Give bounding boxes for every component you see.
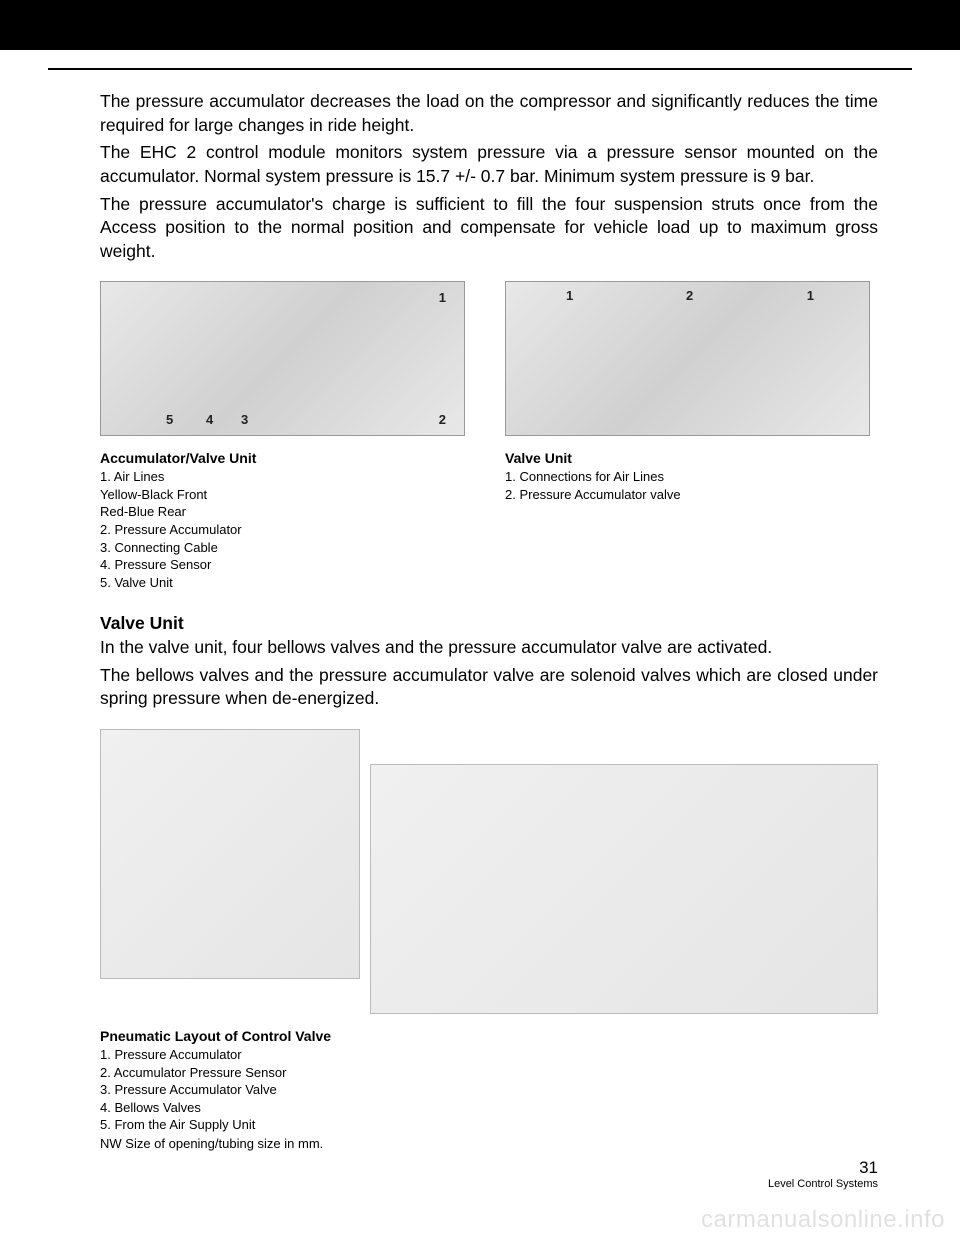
accumulator-photo: 1 2 3 4 5 <box>100 281 465 436</box>
page-number: 31 <box>768 1158 878 1178</box>
valve-unit-section-title: Valve Unit <box>100 613 878 634</box>
watermark: carmanualsonline.info <box>701 1206 945 1234</box>
fig3-item-4: 4. Bellows Valves <box>100 1099 878 1117</box>
intro-paragraph-2: The EHC 2 control module monitors system… <box>100 141 878 188</box>
fig3-caption-list: 1. Pressure Accumulator 2. Accumulator P… <box>100 1046 878 1134</box>
fig1-item-2: 2. Pressure Accumulator <box>100 521 465 539</box>
fig2-item-1: 1. Connections for Air Lines <box>505 468 878 486</box>
fig2-caption-list: 1. Connections for Air Lines 2. Pressure… <box>505 468 878 503</box>
valve-unit-paragraph-1: In the valve unit, four bellows valves a… <box>100 636 878 660</box>
fig3-caption: Pneumatic Layout of Control Valve 1. Pre… <box>100 1028 878 1151</box>
figure-1-column: 1 2 3 4 5 Accumulator/Valve Unit 1. Air … <box>100 281 465 591</box>
fig3-item-3: 3. Pressure Accumulator Valve <box>100 1081 878 1099</box>
fig2-callout-2: 2 <box>686 288 693 303</box>
system-schematic-diagram <box>370 764 878 1014</box>
fig2-item-2: 2. Pressure Accumulator valve <box>505 486 878 504</box>
fig3-caption-title: Pneumatic Layout of Control Valve <box>100 1028 878 1044</box>
valve-unit-diagram: 1 2 1 <box>505 281 870 436</box>
fig3-item-2: 2. Accumulator Pressure Sensor <box>100 1064 878 1082</box>
fig1-caption-title: Accumulator/Valve Unit <box>100 450 465 466</box>
fig3-item-5: 5. From the Air Supply Unit <box>100 1116 878 1134</box>
fig1-item-1a: Yellow-Black Front <box>100 486 465 504</box>
page-footer: 31 Level Control Systems <box>768 1158 878 1190</box>
fig1-callout-4: 4 <box>206 412 213 427</box>
intro-paragraph-3: The pressure accumulator's charge is suf… <box>100 193 878 264</box>
fig1-callout-5: 5 <box>166 412 173 427</box>
fig1-item-4: 4. Pressure Sensor <box>100 556 465 574</box>
fig1-caption-list: 1. Air Lines Yellow-Black Front Red-Blue… <box>100 468 465 591</box>
page-content: The pressure accumulator decreases the l… <box>0 70 960 1151</box>
valve-unit-paragraph-2: The bellows valves and the pressure accu… <box>100 664 878 711</box>
pneumatic-layout-diagram <box>100 729 360 979</box>
fig1-item-5: 5. Valve Unit <box>100 574 465 592</box>
page-label: Level Control Systems <box>768 1178 878 1190</box>
figure-row-1: 1 2 3 4 5 Accumulator/Valve Unit 1. Air … <box>100 281 878 591</box>
fig3-item-1: 1. Pressure Accumulator <box>100 1046 878 1064</box>
intro-paragraph-1: The pressure accumulator decreases the l… <box>100 90 878 137</box>
fig1-item-1: 1. Air Lines <box>100 468 465 486</box>
fig1-callout-2: 2 <box>439 412 446 427</box>
figure-row-2 <box>100 729 878 1014</box>
figure-2-column: 1 2 1 Valve Unit 1. Connections for Air … <box>505 281 878 591</box>
fig1-callout-1: 1 <box>439 290 446 305</box>
fig2-callout-1: 1 <box>566 288 573 303</box>
header-black-bar <box>0 0 960 50</box>
fig2-caption-title: Valve Unit <box>505 450 878 466</box>
fig2-callout-3: 1 <box>807 288 814 303</box>
fig1-callout-3: 3 <box>241 412 248 427</box>
fig3-note: NW Size of opening/tubing size in mm. <box>100 1136 878 1151</box>
fig1-item-1b: Red-Blue Rear <box>100 503 465 521</box>
fig1-item-3: 3. Connecting Cable <box>100 539 465 557</box>
